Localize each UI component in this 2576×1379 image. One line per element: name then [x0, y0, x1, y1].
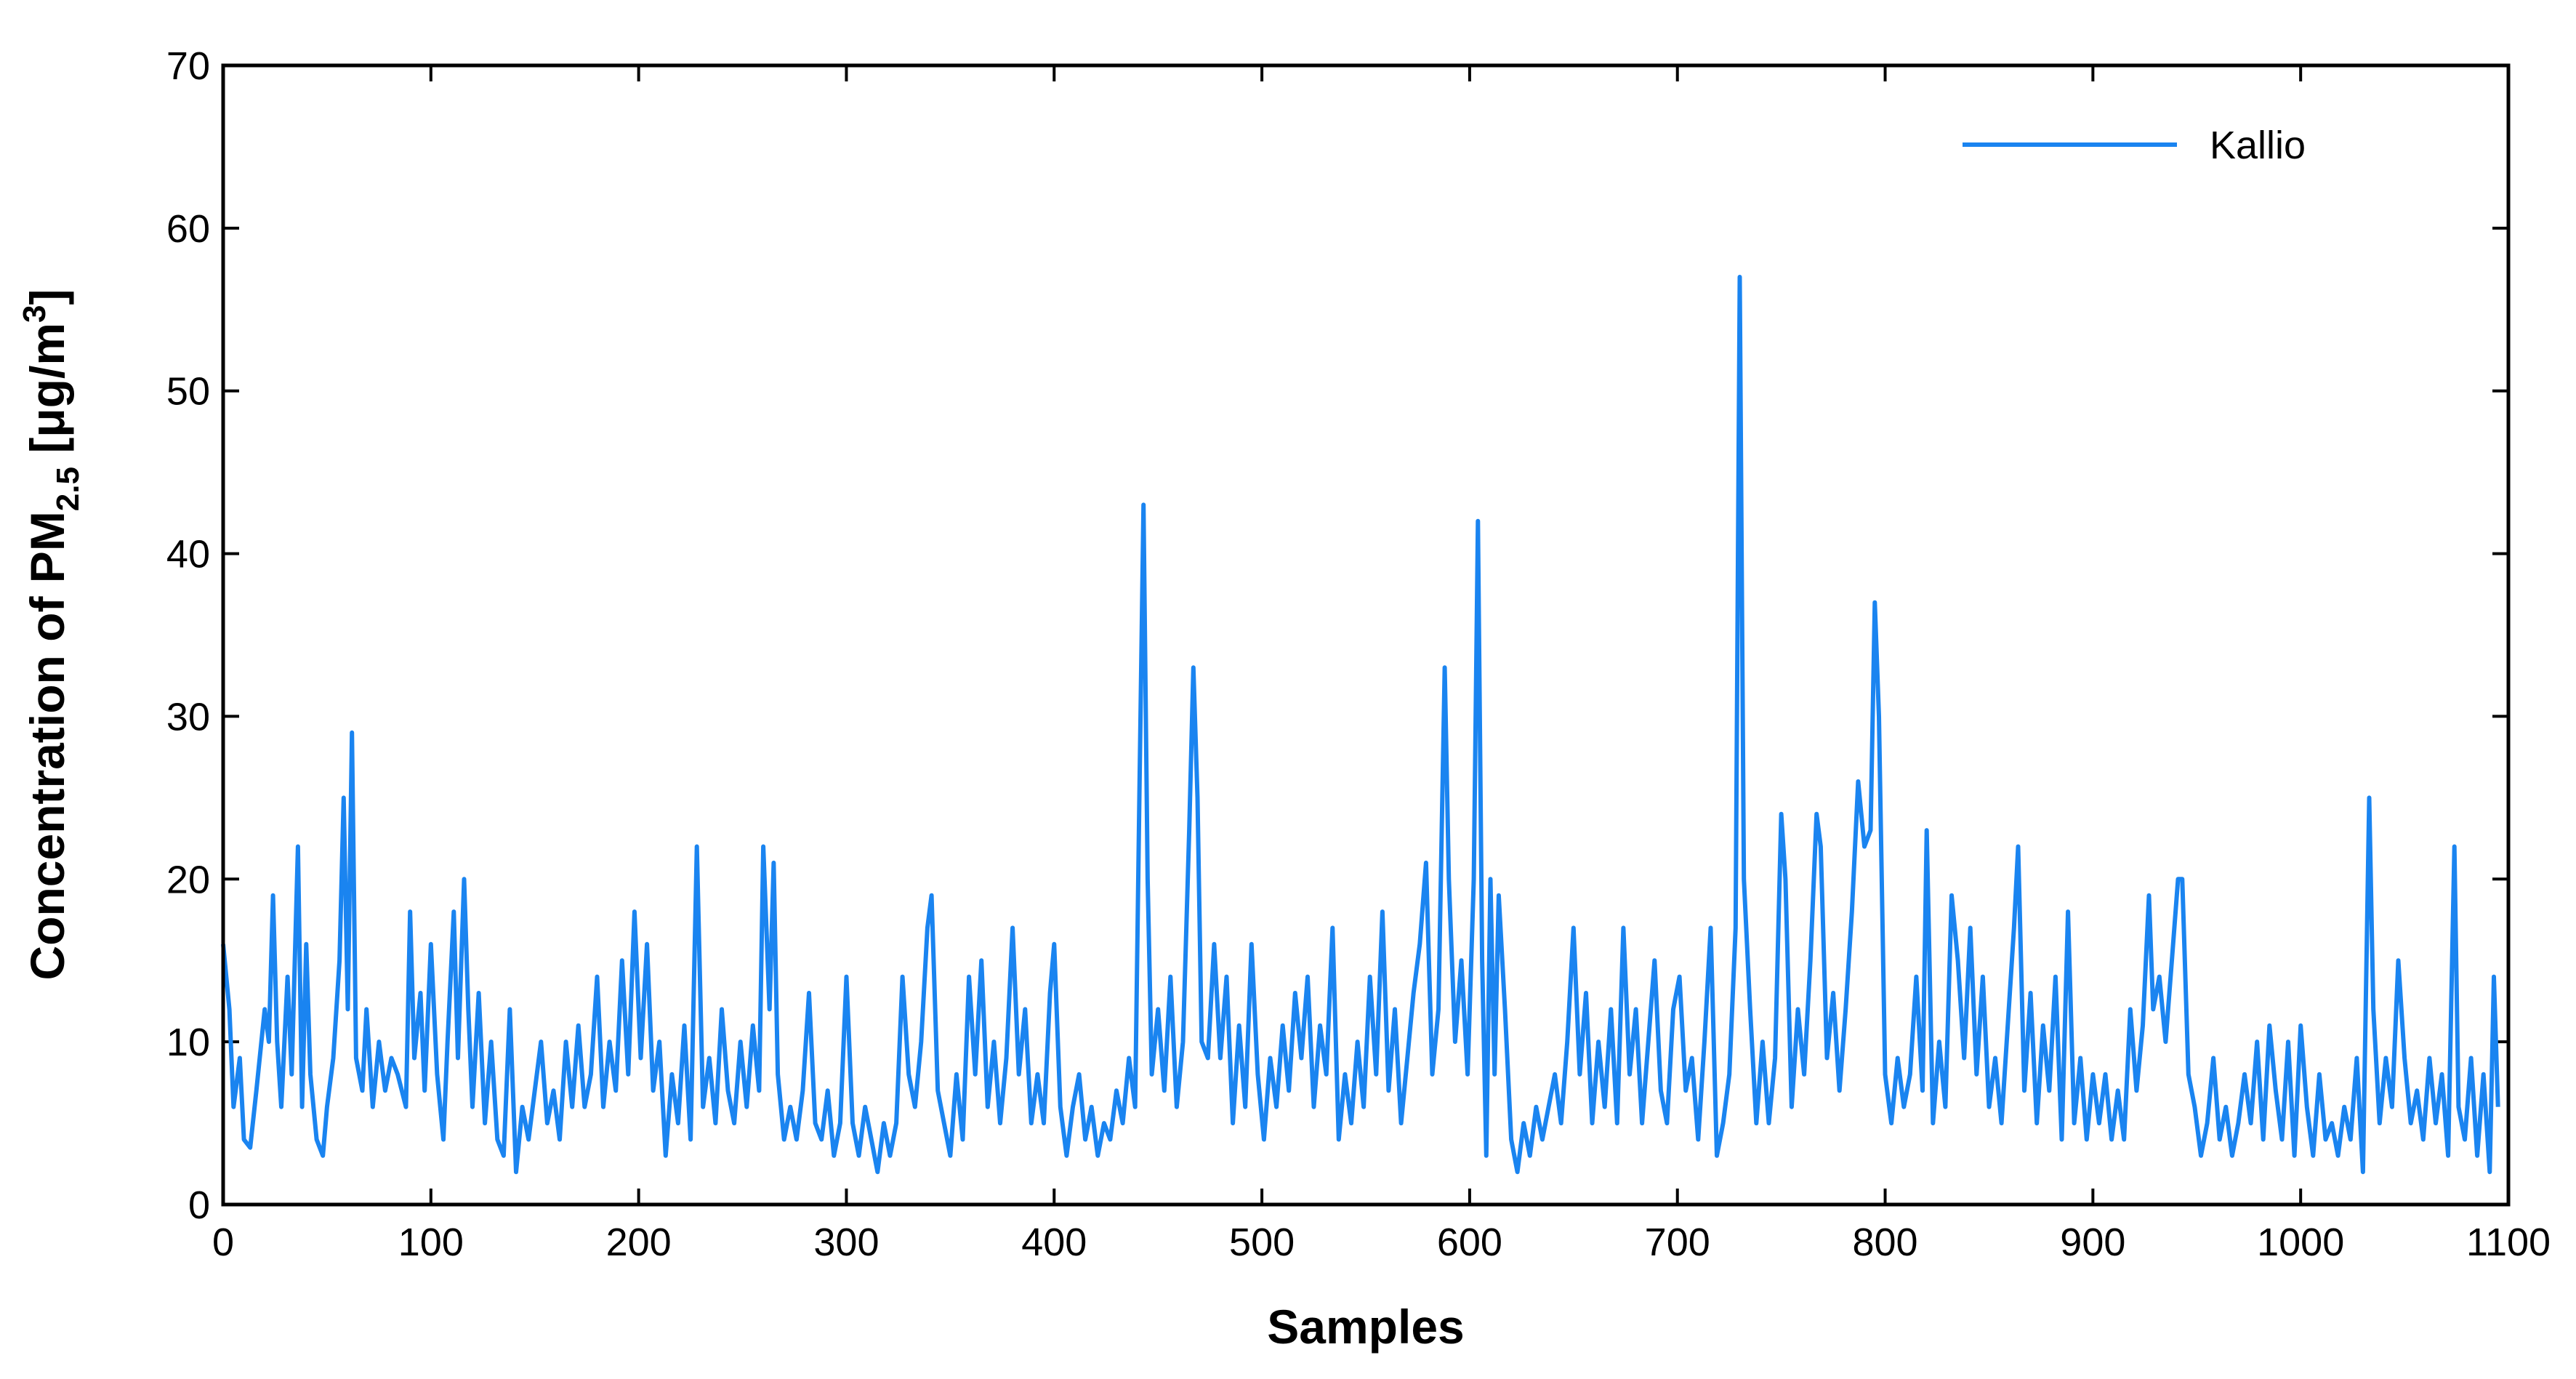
- x-tick-label: 900: [2060, 1221, 2125, 1264]
- x-tick-label: 400: [1021, 1221, 1087, 1264]
- y-label-part: ]: [20, 289, 74, 305]
- legend-label: Kallio: [2210, 124, 2306, 167]
- x-tick-label: 500: [1229, 1221, 1295, 1264]
- y-tick-label: 50: [166, 370, 210, 414]
- y-tick-label: 40: [166, 533, 210, 576]
- x-tick-label: 1100: [2466, 1221, 2551, 1264]
- x-tick-label: 1000: [2257, 1221, 2344, 1264]
- y-tick-label: 30: [166, 695, 210, 739]
- x-tick-label: 0: [212, 1221, 234, 1264]
- x-tick-label: 600: [1437, 1221, 1502, 1264]
- x-tick-label: 300: [813, 1221, 879, 1264]
- x-tick-label: 800: [1852, 1221, 1917, 1264]
- x-tick-label: 200: [606, 1221, 672, 1264]
- y-tick-label: 10: [166, 1021, 210, 1064]
- x-tick-label: 700: [1645, 1221, 1710, 1264]
- y-tick-label: 70: [166, 44, 210, 88]
- y-tick-label: 60: [166, 207, 210, 251]
- y-label-part: Concentration of PM: [20, 511, 74, 980]
- x-axis-label: Samples: [1267, 1300, 1464, 1354]
- x-tick-label: 100: [398, 1221, 464, 1264]
- y-label-sub: 2.5: [50, 467, 86, 511]
- y-tick-label: 20: [166, 858, 210, 901]
- data-line: [221, 275, 2500, 1175]
- plot-frame: [221, 63, 2511, 1207]
- y-label-part: [μg/m: [20, 323, 74, 467]
- y-tick-label: 0: [188, 1183, 210, 1227]
- y-axis-label: Concentration of PM2.5 [μg/m3]: [17, 289, 86, 981]
- y-label-sup: 3: [17, 305, 52, 322]
